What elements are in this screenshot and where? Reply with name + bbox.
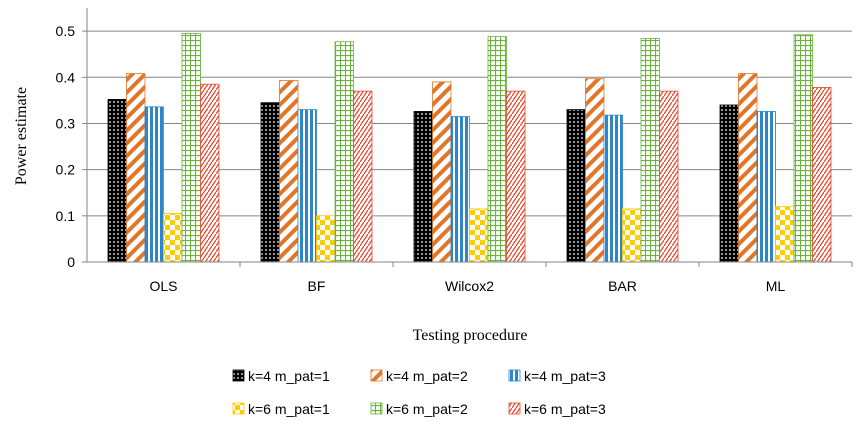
- bar-bar-series-3: [603, 114, 623, 263]
- bar-bf-series-1: [260, 102, 280, 263]
- bar-bar-series-2: [585, 78, 605, 263]
- bar-wilcox2-series-4: [469, 208, 489, 263]
- bar-bar-series-4: [622, 208, 642, 263]
- bar-ml-series-2: [738, 73, 758, 263]
- bar-ols-series-5: [181, 33, 201, 263]
- bar-ols-series-6: [200, 83, 220, 263]
- bar-ml-series-3: [756, 111, 776, 263]
- y-tick-labels: 0 0.1 0.2 0.3 0.4 0.5: [56, 23, 87, 270]
- bar-ols-series-1: [107, 99, 127, 263]
- y-tick-label: 0.1: [56, 208, 76, 224]
- y-tick-label: 0.4: [56, 69, 76, 85]
- legend-label: k=6 m_pat=3: [524, 401, 606, 417]
- bar-bar-series-5: [640, 38, 660, 263]
- legend: k=4 m_pat=1 k=4 m_pat=2 k=4 m_pat=3 k=6 m_p…: [232, 368, 606, 417]
- bar-wilcox2-series-5: [487, 36, 507, 263]
- legend-swatch: [232, 369, 245, 382]
- x-tick-labels: OLS BF Wilcox2 BAR ML: [149, 262, 853, 294]
- axes: [86, 8, 852, 263]
- y-tick-label: 0: [67, 254, 75, 270]
- x-tick-label: BF: [308, 278, 326, 294]
- legend-label: k=6 m_pat=1: [248, 401, 330, 417]
- x-tick-label: Wilcox2: [445, 278, 494, 294]
- bar-ml-series-4: [775, 206, 795, 263]
- bar-bf-series-3: [297, 109, 317, 263]
- bar-ols-series-3: [144, 106, 164, 263]
- legend-label: k=4 m_pat=1: [248, 368, 330, 384]
- bar-ols-series-2: [126, 73, 146, 263]
- legend-label: k=6 m_pat=2: [386, 401, 468, 417]
- x-tick-label: OLS: [149, 278, 177, 294]
- bar-ml-series-6: [812, 87, 832, 263]
- x-tick-label: BAR: [608, 278, 637, 294]
- legend-swatch: [370, 402, 383, 415]
- bar-bf-series-5: [334, 41, 354, 263]
- bar-ml-series-1: [719, 104, 739, 263]
- bar-bar-series-1: [566, 109, 586, 263]
- y-tick-label: 0.2: [56, 162, 76, 178]
- bar-ols-series-4: [163, 213, 183, 263]
- legend-label: k=4 m_pat=3: [524, 368, 606, 384]
- bar-bf-series-4: [316, 215, 336, 263]
- bar-bf-series-2: [279, 80, 299, 263]
- y-tick-label: 0.5: [56, 23, 76, 39]
- bar-wilcox2-series-2: [432, 81, 452, 263]
- legend-swatch: [232, 402, 245, 415]
- bar-wilcox2-series-3: [450, 116, 470, 263]
- bar-bf-series-6: [353, 90, 373, 263]
- legend-swatch: [370, 369, 383, 382]
- legend-label: k=4 m_pat=2: [386, 368, 468, 384]
- x-axis-title: Testing procedure: [413, 327, 528, 344]
- bar-ml-series-5: [793, 34, 813, 263]
- y-axis-title: Power estimate: [13, 87, 30, 185]
- legend-swatch: [508, 402, 521, 415]
- legend-swatch: [508, 369, 521, 382]
- bars: [107, 33, 832, 263]
- y-tick-label: 0.3: [56, 115, 76, 131]
- x-tick-label: ML: [766, 278, 786, 294]
- bar-wilcox2-series-6: [506, 90, 526, 263]
- bar-wilcox2-series-1: [413, 111, 433, 263]
- bar-bar-series-6: [659, 90, 679, 263]
